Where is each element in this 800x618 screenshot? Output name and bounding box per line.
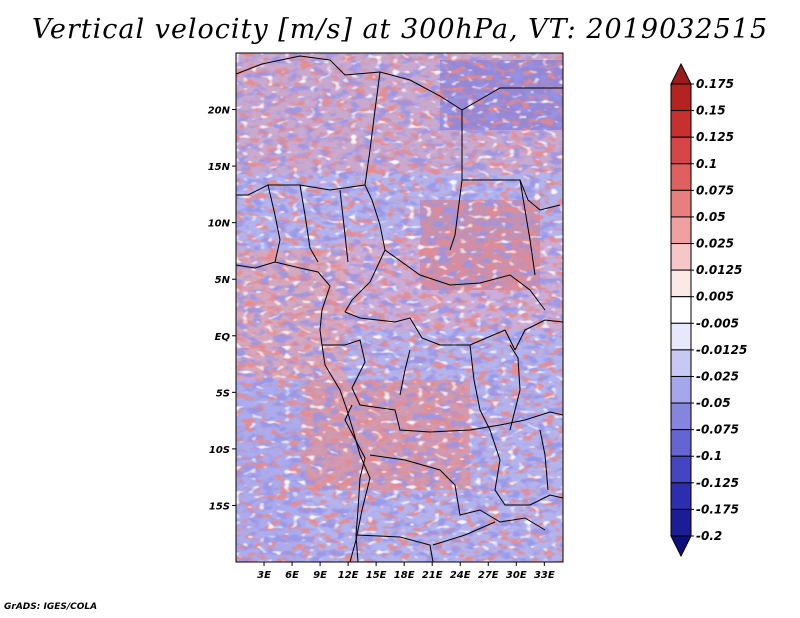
- lon-tick-label: 9E: [313, 570, 327, 581]
- colorbar-segment: [670, 136, 692, 165]
- colorbar-bottom-cap: [670, 535, 692, 558]
- lon-tick-label: 24E: [450, 570, 471, 581]
- lat-tick-label: 10N: [208, 219, 231, 230]
- colorbar-segment: [670, 349, 692, 377]
- colorbar-label: 0.075: [696, 183, 734, 197]
- lat-tick-label: 10S: [209, 445, 230, 456]
- colorbar-label: 0.175: [696, 77, 734, 91]
- lat-tick-label: 15S: [209, 501, 230, 512]
- colorbar-label: -0.125: [696, 476, 739, 490]
- lon-tick-label: 15E: [366, 570, 387, 581]
- colorbar-label: -0.2: [696, 529, 722, 543]
- map-frame: [235, 52, 564, 563]
- colorbar-segment: [670, 322, 692, 351]
- latitude-axis: 20N 15N 10N 5N EQ 5S 10S 15S: [208, 106, 236, 512]
- colorbar-label: 0.005: [696, 290, 734, 304]
- colorbar-segment: [670, 189, 692, 218]
- lon-tick-label: 12E: [338, 570, 359, 581]
- colorbar-segment: [670, 402, 692, 431]
- colorbar-label: -0.075: [696, 423, 739, 437]
- lon-tick-label: 30E: [506, 570, 527, 581]
- lat-tick-label: 5N: [215, 275, 231, 286]
- lat-tick-label: 15N: [208, 162, 231, 173]
- lon-tick-label: 33E: [534, 570, 555, 581]
- colorbar-label: 0.025: [696, 237, 734, 251]
- colorbar-label: 0.15: [696, 104, 726, 118]
- lon-tick-label: 21E: [422, 570, 443, 581]
- colorbar-segment: [670, 83, 692, 112]
- lat-tick-label: EQ: [215, 332, 231, 343]
- lat-tick-label: 5S: [216, 388, 230, 399]
- colorbar: 0.175 0.15 0.125 0.1 0.075 0.05 0.025 0.0125 0.0…: [670, 62, 747, 558]
- colorbar-segment: [670, 269, 692, 298]
- colorbar-label: 0.05: [696, 210, 726, 224]
- colorbar-segment: [670, 296, 692, 324]
- lat-tick-label: 20N: [208, 106, 231, 117]
- colorbar-label: -0.005: [696, 316, 739, 330]
- credit-label: GrADS: IGES/COLA: [4, 602, 98, 612]
- country-borders: [236, 55, 563, 562]
- colorbar-segment: [670, 508, 692, 537]
- lon-tick-label: 6E: [285, 570, 299, 581]
- colorbar-label: 0.0125: [696, 263, 742, 277]
- map-title: Vertical velocity [m/s] at 300hPa, VT: 2…: [31, 14, 769, 45]
- colorbar-label: -0.0125: [696, 343, 747, 357]
- colorbar-label: -0.05: [696, 396, 731, 410]
- lon-tick-label: 18E: [394, 570, 415, 581]
- colorbar-label: 0.1: [696, 157, 717, 171]
- colorbar-label: -0.175: [696, 502, 739, 516]
- colorbar-segment: [670, 482, 692, 510]
- velocity-field: [236, 53, 563, 562]
- colorbar-segment: [670, 110, 692, 138]
- colorbar-segment: [670, 163, 692, 191]
- lon-tick-label: 27E: [478, 570, 499, 581]
- colorbar-segment: [670, 375, 692, 404]
- lon-tick-label: 3E: [257, 570, 271, 581]
- colorbar-label: 0.125: [696, 130, 734, 144]
- colorbar-segment: [670, 216, 692, 245]
- colorbar-segment: [670, 243, 692, 271]
- colorbar-top-cap: [670, 62, 692, 85]
- colorbar-label: -0.1: [696, 449, 722, 463]
- longitude-axis: 3E 6E 9E 12E 15E 18E 21E 24E 27E 30E 33E: [257, 562, 555, 581]
- colorbar-label: -0.025: [696, 369, 739, 383]
- colorbar-segment: [670, 455, 692, 484]
- colorbar-segment: [670, 429, 692, 457]
